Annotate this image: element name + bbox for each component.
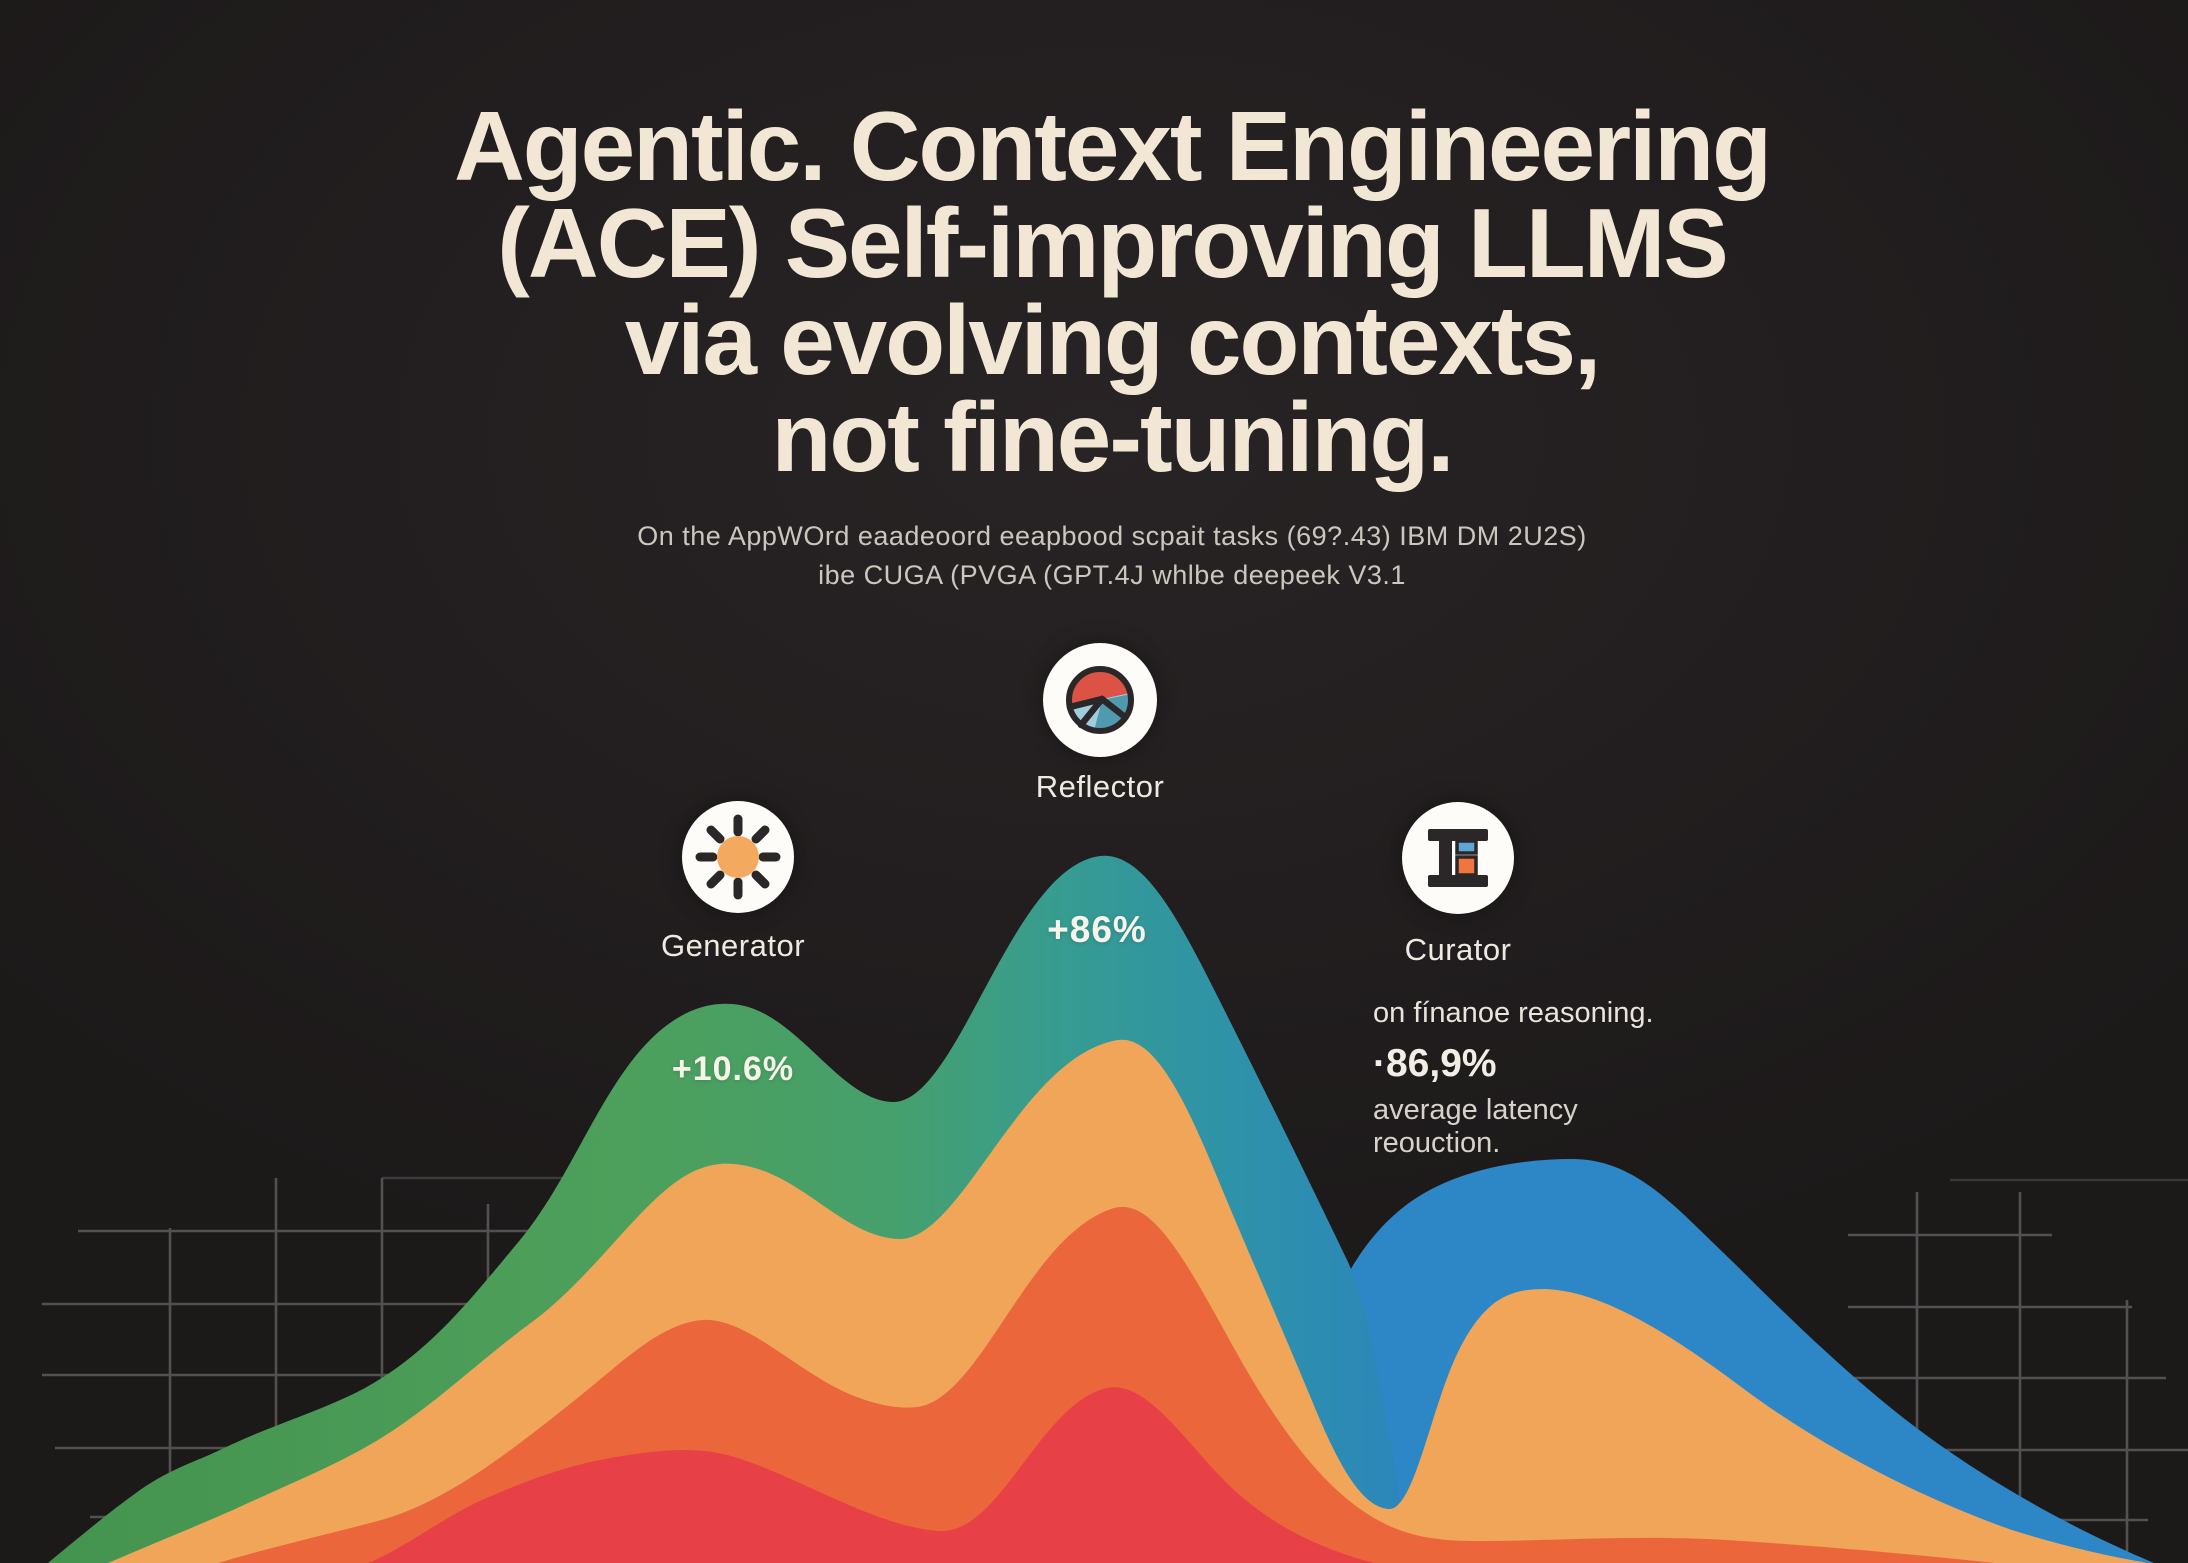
generator-badge xyxy=(682,801,794,913)
grid-bottom-right xyxy=(1848,1178,2188,1563)
title-line-4: not fine-tuning. xyxy=(771,382,1455,492)
page-title: Agentic. Context Engineering (ACE) Self-… xyxy=(24,91,2188,492)
generator-label: Generator xyxy=(660,928,806,963)
generator-gain-callout: +10.6% xyxy=(671,1050,795,1088)
pillar-icon xyxy=(1428,829,1488,887)
stats-caption-line-1: average latency xyxy=(1373,1094,1578,1126)
stats-caption-line-2: reouction. xyxy=(1373,1127,1501,1159)
sun-icon xyxy=(695,814,781,900)
curator-stats: on fínanoe reasoning. ·86,9% average lat… xyxy=(1373,996,1703,1160)
wave-red xyxy=(368,1387,1374,1563)
stats-context-line: on fínanoe reasoning. xyxy=(1373,997,1654,1029)
curator-badge xyxy=(1402,802,1514,914)
subtitle-line-2: ibe CUGA (PVGA (GPT.4J whlbe deepeek V3.… xyxy=(818,560,1406,590)
stats-value: ·86,9% xyxy=(1373,1042,1497,1085)
pie-icon xyxy=(1066,666,1134,734)
title-line-1: Agentic. Context Engineering xyxy=(453,91,1772,201)
reflector-label: Reflector xyxy=(1035,769,1165,804)
reflector-badge xyxy=(1043,643,1157,757)
title-line-3: via evolving contexts, xyxy=(624,285,1601,395)
reflector-gain-callout: +86% xyxy=(1047,909,1147,950)
title-line-2: (ACE) Self-improving LLMS xyxy=(497,188,1728,298)
subtitle-line-1: On the AppWOrd eaadeoord eeapbood scpait… xyxy=(637,521,1587,551)
subtitle: On the AppWOrd eaadeoord eeapbood scpait… xyxy=(24,517,2188,595)
curator-label: Curator xyxy=(1404,932,1512,967)
